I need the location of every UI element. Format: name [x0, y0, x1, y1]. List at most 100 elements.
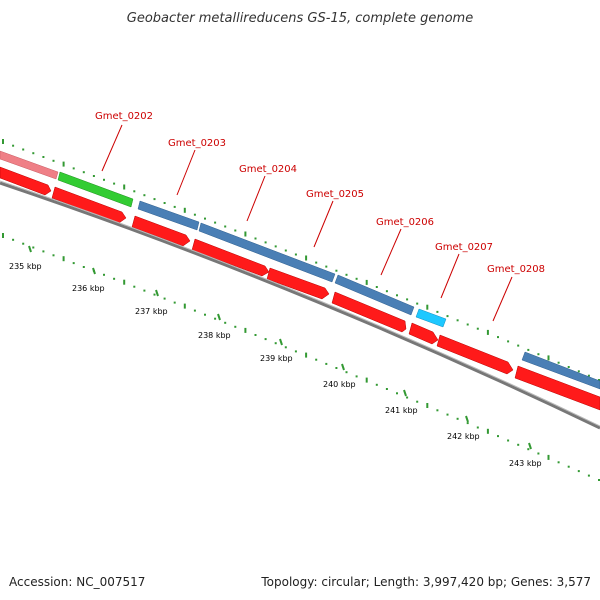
ruler-tick [155, 289, 159, 297]
ruler-tick [403, 389, 407, 397]
gc-skew-dot [486, 329, 489, 335]
feature-reverse-1[interactable] [0, 166, 52, 196]
gene-label[interactable]: Gmet_0206 [376, 217, 434, 228]
gc-skew-dot [527, 448, 530, 451]
gc-skew-dot [507, 439, 510, 442]
gc-skew-dot [598, 479, 600, 481]
gc-skew-dot [294, 253, 297, 256]
gc-skew-dot [204, 217, 206, 220]
feature-reverse-3[interactable] [131, 215, 191, 247]
gc-skew-dot [436, 409, 439, 412]
gc-skew-dot [2, 233, 4, 238]
gc-skew-dot [375, 383, 378, 386]
gc-skew-dot [315, 261, 318, 264]
feature-reverse-5[interactable] [266, 267, 330, 300]
gc-skew-dot [497, 336, 499, 339]
ruler-tick [92, 267, 96, 275]
gc-skew-dot [234, 325, 237, 328]
gc-skew-dot [406, 396, 409, 399]
feature-reverse-4[interactable] [191, 238, 270, 277]
gc-skew-dot [52, 254, 55, 257]
gc-skew-dot [547, 454, 550, 460]
gc-skew-dot [123, 279, 126, 285]
kbp-label: 235 kbp [9, 262, 42, 271]
gc-skew-dot [103, 178, 105, 181]
feature-reverse-6[interactable] [331, 291, 407, 333]
gc-skew-dot [22, 242, 25, 245]
kbp-ruler: 235 kbp 236 kbp 237 kbp 238 kbp 239 kbp … [9, 245, 542, 468]
feature-gmet-0204[interactable] [198, 222, 336, 283]
gc-skew-dot [163, 297, 166, 300]
feature-reverse-9[interactable] [514, 365, 600, 411]
feature-partial-forward[interactable] [0, 150, 59, 180]
gc-skew-dot [335, 367, 338, 369]
gene-label[interactable]: Gmet_0207 [435, 242, 493, 253]
gc-skew-dot [133, 285, 136, 288]
gc-skew-dot [416, 400, 419, 403]
feature-gmet-0207[interactable] [415, 308, 447, 328]
gc-skew-dot [173, 205, 176, 208]
gene-label[interactable]: Gmet_0203 [168, 138, 226, 149]
gc-skew-dot [325, 362, 328, 365]
gc-skew-dot [365, 279, 368, 285]
gc-skew-dot [507, 340, 510, 343]
gc-skew-dot [224, 321, 227, 324]
feature-gmet-0203[interactable] [137, 200, 200, 231]
gc-skew-dot [426, 403, 429, 408]
feature-gmet-0202[interactable] [57, 171, 134, 208]
topology-summary: Topology: circular; Length: 3,997,420 bp… [261, 575, 591, 589]
feature-reverse-8[interactable] [436, 334, 514, 375]
feature-reverse-2[interactable] [51, 186, 127, 224]
gc-skew-dot [264, 338, 267, 341]
gc-skew-dot [567, 465, 570, 468]
gc-skew-dot [254, 237, 257, 240]
gc-skew-track-lower [2, 233, 600, 481]
kbp-label: 238 kbp [198, 331, 231, 340]
gc-skew-dot [254, 334, 257, 336]
gc-skew-dot [82, 171, 85, 174]
ruler-tick [217, 313, 221, 321]
gc-skew-dot [143, 289, 146, 292]
gc-skew-dot [446, 315, 449, 318]
gc-skew-dot [103, 273, 105, 276]
gene-label[interactable]: Gmet_0208 [487, 264, 545, 275]
gc-skew-dot [345, 371, 348, 374]
gc-skew-dot [294, 350, 297, 353]
kbp-label: 242 kbp [447, 432, 480, 441]
gc-skew-dot [466, 323, 469, 326]
gc-skew-dot [2, 139, 4, 144]
gc-skew-dot [224, 225, 227, 228]
gene-label[interactable]: Gmet_0204 [239, 164, 297, 175]
gc-skew-dot [456, 319, 459, 322]
forward-strand-track [0, 150, 600, 390]
gc-skew-dot [22, 148, 25, 151]
gc-skew-dot [42, 156, 45, 158]
gc-skew-dot [355, 277, 358, 280]
feature-reverse-7[interactable] [408, 322, 439, 345]
reverse-strand-track [0, 166, 600, 411]
leader-gmet-0208 [492, 276, 513, 322]
kbp-label: 241 kbp [385, 406, 418, 415]
ruler-tick [341, 363, 345, 371]
gc-skew-dot [537, 452, 540, 455]
gc-skew-dot [214, 317, 217, 320]
gene-label[interactable]: Gmet_0205 [306, 189, 364, 200]
kbp-label: 237 kbp [135, 307, 168, 316]
gc-skew-dot [385, 290, 388, 293]
gc-skew-dot [153, 293, 156, 296]
gc-skew-dot [567, 366, 570, 368]
gc-skew-dot [537, 353, 540, 356]
gc-skew-dot [476, 327, 479, 330]
gc-skew-dot [305, 255, 308, 261]
gc-skew-dot [52, 159, 55, 162]
gc-skew-dot [335, 269, 338, 272]
gc-skew-dot [123, 184, 126, 190]
gene-label[interactable]: Gmet_0202 [95, 111, 153, 122]
feature-gmet-0208[interactable] [521, 351, 600, 390]
ruler-tick [465, 415, 469, 423]
gc-skew-dot [446, 413, 449, 416]
gc-skew-dot [264, 241, 267, 244]
gc-skew-dot [284, 249, 287, 252]
feature-gmet-0205[interactable] [334, 274, 415, 316]
